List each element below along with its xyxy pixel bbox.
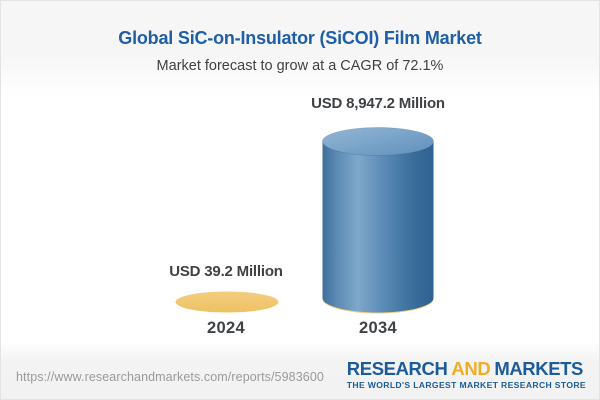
x-tick-2024: 2024: [207, 319, 245, 337]
chart-subtitle: Market forecast to grow at a CAGR of 72.…: [156, 58, 444, 74]
plot-area: USD 8,947.2 Million: [1, 86, 599, 344]
report-url: https://www.researchandmarkets.com/repor…: [16, 369, 324, 384]
logo-word-and: AND: [451, 358, 491, 379]
x-tick-2034: 2034: [359, 319, 397, 337]
cylinder-bar-2034: [322, 127, 434, 314]
chart-title: Global SiC-on-Insulator (SiCOI) Film Mar…: [118, 28, 482, 48]
logo-tagline: THE WORLD'S LARGEST MARKET RESEARCH STOR…: [346, 380, 586, 390]
value-label-2034: USD 8,947.2 Million: [311, 95, 445, 112]
logo-word-research: RESEARCH: [346, 358, 448, 379]
footer: https://www.researchandmarkets.com/repor…: [1, 344, 599, 399]
chart-header: Global SiC-on-Insulator (SiCOI) Film Mar…: [1, 1, 599, 96]
value-label-2024: USD 39.2 Million: [169, 263, 283, 280]
logo-word-markets: MARKETS: [494, 358, 583, 379]
logo-wordmark: RESEARCH AND MARKETS: [347, 359, 586, 379]
cylinder-body: [322, 141, 434, 313]
researchandmarkets-logo: RESEARCH AND MARKETS THE WORLD'S LARGEST M…: [346, 359, 586, 391]
cylinder-top-face: [322, 127, 434, 156]
disc-face: [175, 291, 279, 313]
disc-bar-2024: [175, 291, 279, 313]
